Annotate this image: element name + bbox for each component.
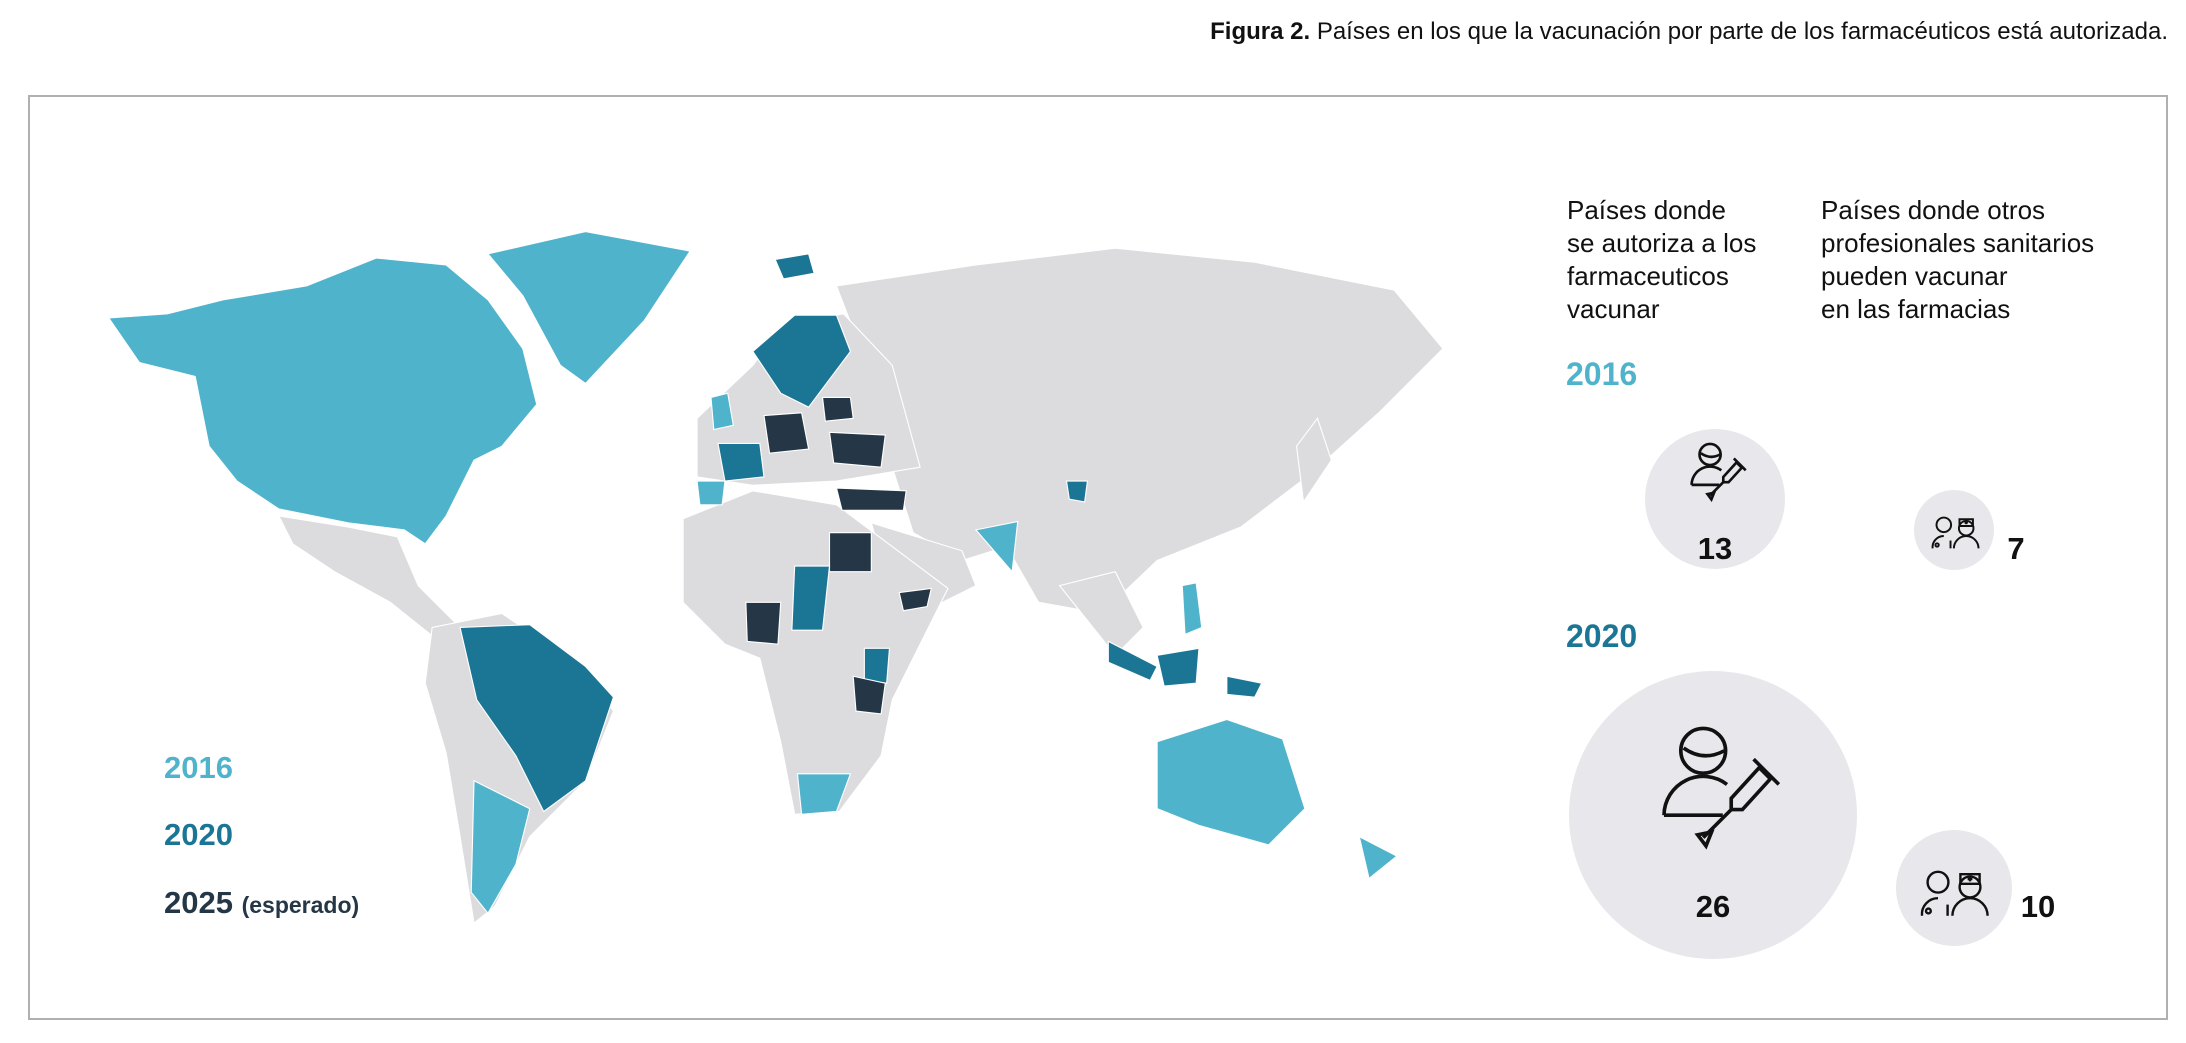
health-professionals-icon — [1931, 516, 1980, 549]
bubble-professionals-2020 — [1896, 830, 2012, 946]
legend-2020: 2020 — [164, 817, 233, 853]
map-iceland-2020 — [774, 253, 815, 280]
map-tanzania-2025 — [852, 675, 886, 715]
header-other-professionals: Países donde otros profesionales sanitar… — [1821, 195, 2095, 324]
legend-year-2016: 2016 — [164, 750, 233, 785]
map-france-2020 — [717, 442, 765, 482]
legend-year-2020: 2020 — [164, 817, 233, 852]
year-2016: 2016 — [1566, 356, 1638, 392]
map-philippines-2016 — [1181, 582, 1203, 636]
count-professionals-2016: 7 — [2007, 531, 2025, 566]
legend-2025: 2025 (esperado) — [164, 885, 359, 921]
map-kenya-2020 — [863, 647, 891, 684]
map-south-africa-2016 — [796, 773, 852, 815]
figure-caption-text: Países en los que la vacunación por part… — [1316, 18, 2168, 45]
year-2020: 2020 — [1566, 618, 1638, 654]
map-australia-2016 — [1156, 718, 1306, 846]
map-argentina-2016 — [470, 779, 531, 915]
map-eurasia — [835, 247, 1444, 615]
map-indonesia-2020 — [1107, 640, 1263, 698]
map-west-africa-2025 — [745, 601, 782, 645]
legend-note-expected: (esperado) — [241, 892, 360, 918]
header-pharmacists: Países donde se autoriza a los farmaceut… — [1567, 195, 1757, 324]
map-new-zealand-2016 — [1358, 835, 1398, 880]
map-north-america-2016 — [107, 257, 538, 545]
pharmacist-vaccine-icon — [1662, 726, 1781, 850]
count-pharmacists-2020: 26 — [1695, 889, 1731, 924]
map-sudan-2020 — [791, 565, 831, 631]
map-pakistan-2016 — [974, 520, 1019, 574]
bubble-professionals-2016 — [1914, 490, 1994, 570]
health-professionals-icon — [1920, 870, 1989, 916]
map-brazil-2020 — [459, 624, 615, 813]
bubble-pharmacists-2016 — [1645, 429, 1785, 569]
count-professionals-2020: 10 — [2020, 889, 2056, 924]
map-southeast-asia — [1058, 571, 1144, 657]
map-ukraine-2025 — [828, 431, 886, 468]
map-uk-2016 — [710, 392, 734, 431]
figure-label: Figura 2. — [1210, 18, 1311, 45]
map-central-america — [277, 515, 461, 643]
map-spain-2016 — [696, 480, 726, 506]
pharmacist-vaccine-icon — [1690, 442, 1747, 503]
map-central-europe-2025 — [763, 412, 810, 454]
figure-caption: Figura 2. Países en los que la vacunació… — [1210, 18, 2168, 46]
map-bangladesh-2020 — [1065, 480, 1089, 503]
map-turkey-2025 — [835, 487, 907, 511]
map-scandinavia-2020 — [752, 314, 852, 408]
map-japan — [1295, 417, 1333, 504]
legend-2016: 2016 — [164, 750, 233, 786]
map-africa — [682, 490, 949, 815]
legend-year-2025: 2025 — [164, 885, 233, 920]
map-greenland-2016 — [486, 230, 692, 385]
map-yemen-2025 — [898, 587, 933, 612]
map-poland-2025 — [821, 396, 854, 422]
figure-frame — [28, 95, 2168, 1020]
count-pharmacists-2016: 13 — [1697, 531, 1733, 566]
map-egypt-2025 — [828, 532, 872, 573]
